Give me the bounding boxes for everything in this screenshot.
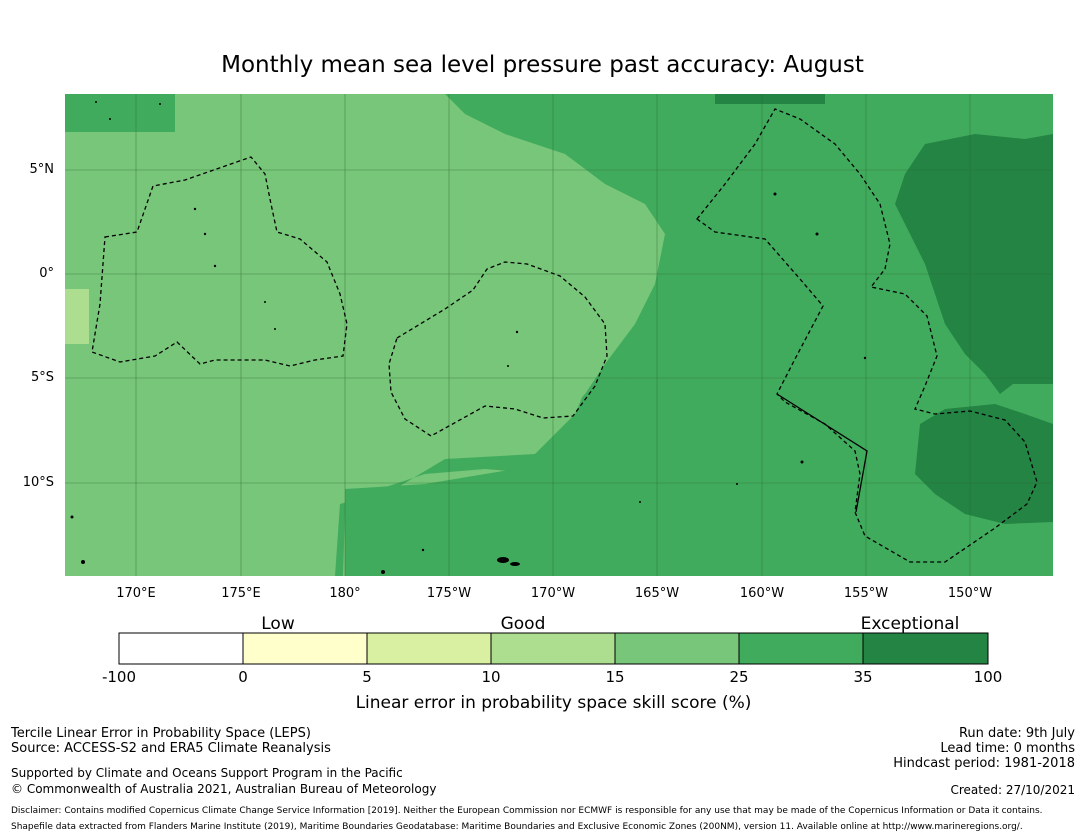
lon-label-150w: 150°W [947,586,993,601]
colorbar-tick-8: 100 [973,668,1003,686]
run-date: Run date: 9th July [958,726,1075,741]
lat-label-0: 0° [39,266,54,281]
colorbar-segment-1 [119,633,243,664]
lon-label-170e: 170°E [116,586,156,601]
region-good-patch [65,289,89,344]
category-exceptional: Exceptional [860,614,960,634]
colorbar-segment-4 [491,633,615,664]
lon-label-180: 180° [329,586,361,601]
colorbar-segment-2 [243,633,367,664]
skill-map [65,94,1053,576]
colorbar-segment-7 [863,633,988,664]
chart-title: Monthly mean sea level pressure past acc… [221,52,864,78]
lon-label-155w: 155°W [843,586,889,601]
created-date: Created: 27/10/2021 [950,783,1075,797]
colorbar-tick-5: 15 [605,668,625,686]
colorbar-tick-4: 10 [481,668,501,686]
lat-label-5s: 5°S [30,370,54,385]
region-exceptional [895,134,1053,394]
region-left-light [65,94,665,576]
colorbar-tick-3: 5 [362,668,372,686]
colorbar-tick-6: 25 [729,668,749,686]
colorbar-segment-3 [367,633,491,664]
method-text: Tercile Linear Error in Probability Spac… [11,726,311,741]
lead-time: Lead time: 0 months [940,741,1075,756]
lon-label-175e: 175°E [221,586,261,601]
copyright-text: © Commonwealth of Australia 2021, Austra… [11,782,437,796]
colorbar-segment-6 [739,633,863,664]
lon-label-175w: 175°W [426,586,472,601]
colorbar-tick-1: -100 [101,668,137,686]
support-text: Supported by Climate and Oceans Support … [11,766,403,780]
lon-label-170w: 170°W [530,586,576,601]
colorbar-label: Linear error in probability space skill … [355,693,752,713]
colorbar [118,632,989,665]
islands [70,101,867,574]
eez-solid-boundary [776,393,868,513]
colorbar-tick-7: 35 [853,668,873,686]
lon-label-160w: 160°W [739,586,785,601]
colorbar-tick-2: 0 [238,668,248,686]
region-right-medium [345,94,1053,576]
hindcast-period: Hindcast period: 1981-2018 [893,756,1075,771]
lat-label-5n: 5°N [29,162,55,177]
shapefile-credit: Shapefile data extracted from Flanders M… [11,822,1023,832]
lat-label-10s: 10°S [22,475,54,490]
region-exceptional-top [715,94,825,104]
category-low: Low [261,614,295,634]
category-good: Good [500,614,546,634]
region-top-left-medium [65,94,175,132]
disclaimer-text: Disclaimer: Contains modified Copernicus… [11,806,1043,816]
colorbar-segment-5 [615,633,739,664]
lon-label-165w: 165°W [634,586,680,601]
source-text: Source: ACCESS-S2 and ERA5 Climate Reana… [11,741,331,756]
